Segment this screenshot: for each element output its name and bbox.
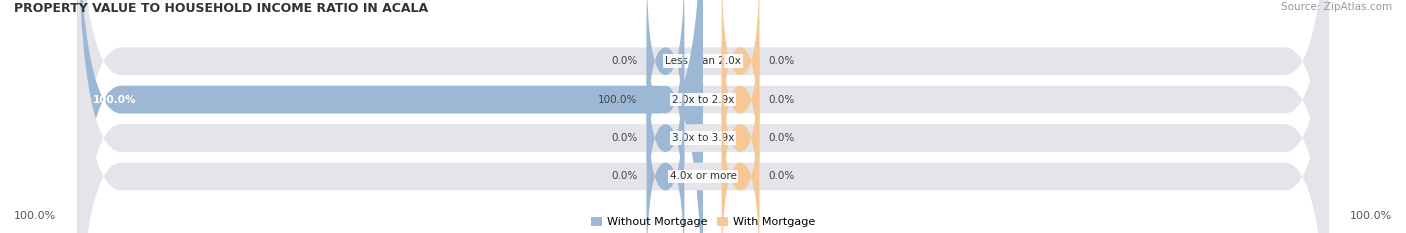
FancyBboxPatch shape: [647, 75, 685, 233]
FancyBboxPatch shape: [721, 0, 759, 163]
FancyBboxPatch shape: [647, 0, 685, 201]
Text: 4.0x or more: 4.0x or more: [669, 171, 737, 182]
FancyBboxPatch shape: [77, 0, 703, 233]
Text: 0.0%: 0.0%: [612, 133, 637, 143]
Text: 2.0x to 2.9x: 2.0x to 2.9x: [672, 95, 734, 105]
FancyBboxPatch shape: [721, 0, 759, 201]
FancyBboxPatch shape: [77, 0, 1329, 233]
Text: 0.0%: 0.0%: [612, 56, 637, 66]
FancyBboxPatch shape: [647, 37, 685, 233]
FancyBboxPatch shape: [721, 75, 759, 233]
Text: 100.0%: 100.0%: [93, 95, 136, 105]
Text: 100.0%: 100.0%: [598, 95, 637, 105]
Text: 100.0%: 100.0%: [1350, 211, 1392, 221]
Text: 3.0x to 3.9x: 3.0x to 3.9x: [672, 133, 734, 143]
Text: 0.0%: 0.0%: [612, 171, 637, 182]
Text: 0.0%: 0.0%: [769, 171, 794, 182]
Text: 0.0%: 0.0%: [769, 56, 794, 66]
Text: Less than 2.0x: Less than 2.0x: [665, 56, 741, 66]
Legend: Without Mortgage, With Mortgage: Without Mortgage, With Mortgage: [591, 217, 815, 227]
Text: 100.0%: 100.0%: [14, 211, 56, 221]
Text: 0.0%: 0.0%: [769, 133, 794, 143]
Text: 0.0%: 0.0%: [769, 95, 794, 105]
FancyBboxPatch shape: [721, 37, 759, 233]
Text: PROPERTY VALUE TO HOUSEHOLD INCOME RATIO IN ACALA: PROPERTY VALUE TO HOUSEHOLD INCOME RATIO…: [14, 2, 429, 15]
FancyBboxPatch shape: [77, 0, 1329, 233]
Text: Source: ZipAtlas.com: Source: ZipAtlas.com: [1281, 2, 1392, 12]
FancyBboxPatch shape: [77, 0, 1329, 233]
FancyBboxPatch shape: [77, 0, 1329, 233]
FancyBboxPatch shape: [647, 0, 685, 163]
